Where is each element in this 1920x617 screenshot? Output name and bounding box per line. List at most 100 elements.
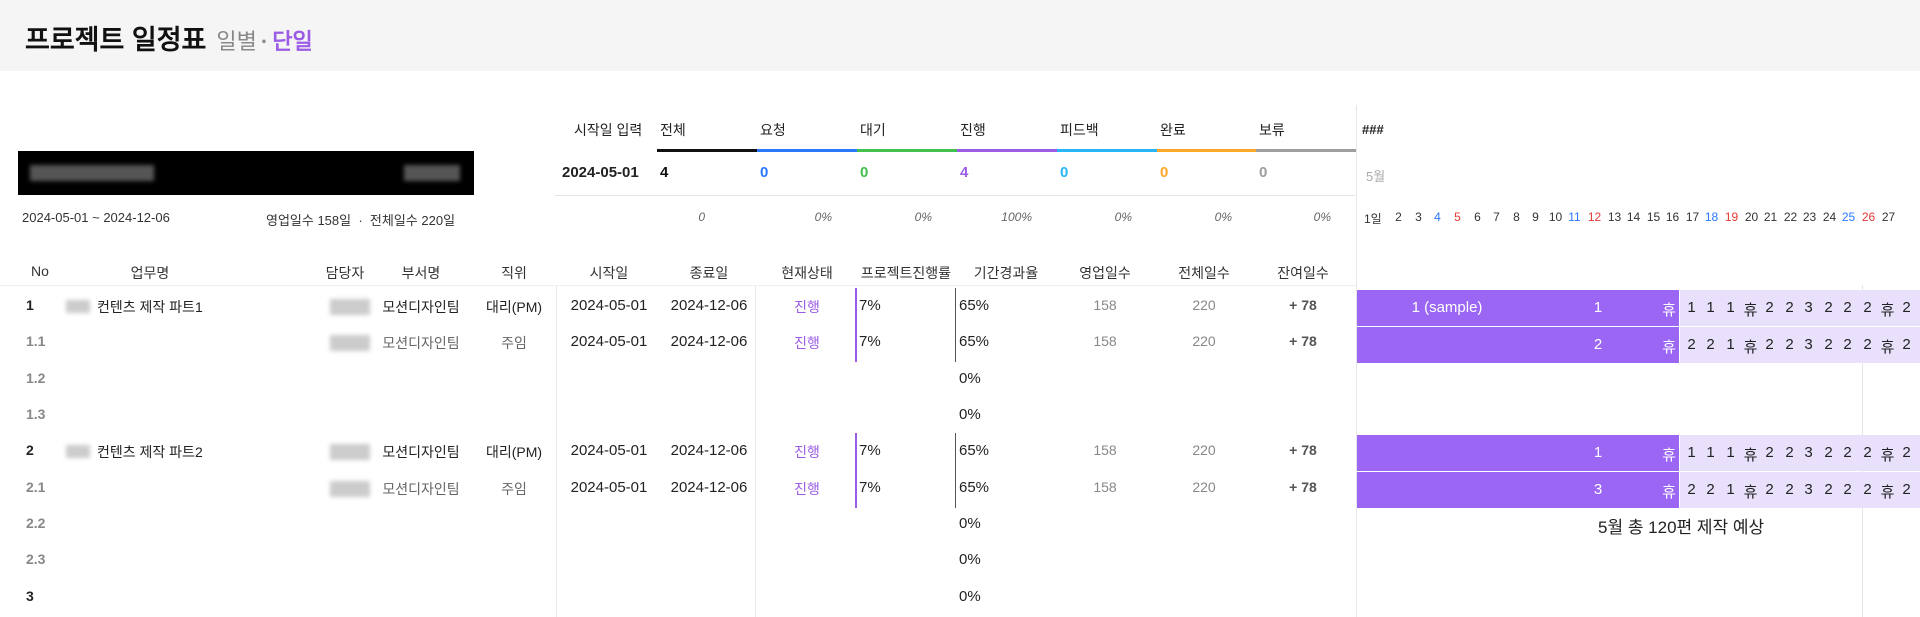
- gantt-bar[interactable]: [1357, 327, 1538, 363]
- gantt-day-cell: 2: [1863, 444, 1872, 461]
- day-number: 25: [1841, 210, 1856, 224]
- gantt-bar[interactable]: [1537, 472, 1660, 508]
- gantt-bar[interactable]: [1537, 327, 1660, 363]
- gantt-day-cell: 2: [1687, 336, 1696, 353]
- business-days-summary: 영업일수 158일 · 전체일수 220일: [266, 210, 455, 229]
- position: 대리(PM): [485, 299, 543, 315]
- gantt-bar[interactable]: [1659, 290, 1680, 326]
- day-number: 21: [1763, 210, 1778, 224]
- top-bar: [0, 0, 1920, 71]
- day-number: 16: [1665, 210, 1680, 224]
- elapsed-rate: 0%: [959, 551, 981, 568]
- total-days: 220: [1192, 333, 1216, 349]
- elapsed-rate: 0%: [959, 515, 981, 532]
- elapsed-rate: 0%: [959, 406, 981, 423]
- gantt-day-cell: 1: [1706, 444, 1715, 461]
- status-value-1: 0: [760, 164, 769, 181]
- status-badge[interactable]: 진행: [794, 481, 820, 497]
- task-name[interactable]: 컨텐츠 제작 파트1: [97, 299, 203, 315]
- status-value-3: 4: [960, 164, 969, 181]
- gantt-day-cell: 휴: [1880, 447, 1895, 464]
- gantt-bar[interactable]: [1659, 435, 1680, 471]
- day-number: 4: [1434, 210, 1441, 224]
- start-date[interactable]: 2024-05-01: [570, 297, 648, 314]
- gantt-day-cell: 2: [1863, 481, 1872, 498]
- status-underline-4: [1057, 149, 1157, 152]
- gantt-day-cell: 1: [1687, 444, 1696, 461]
- gantt-day-cell: 2: [1843, 299, 1852, 316]
- gantt-day-cell: 2: [1687, 481, 1696, 498]
- business-days: 158: [1093, 333, 1117, 349]
- elapsed-rate: 65%: [959, 479, 990, 496]
- status-value-5: 0: [1160, 164, 1169, 181]
- status-pct-1: 0%: [814, 210, 832, 224]
- start-date[interactable]: 2024-05-01: [570, 333, 648, 350]
- gantt-day-cell: 1: [1726, 299, 1735, 316]
- project-progress: 7%: [859, 479, 881, 496]
- position: 주임: [501, 335, 527, 351]
- gantt-cell: 휴: [1662, 484, 1676, 501]
- column-header: 현재상태: [781, 265, 833, 281]
- elapsed-rate: 0%: [959, 370, 981, 387]
- gantt-bar[interactable]: [1357, 435, 1538, 471]
- department: 모션디자인팀: [382, 444, 460, 460]
- row-number: 3: [26, 588, 34, 604]
- project-progress: 7%: [859, 333, 881, 350]
- row-number: 1.1: [26, 333, 46, 349]
- day-number: 1일: [1364, 212, 1382, 226]
- column-header: 업무명: [130, 265, 170, 281]
- gantt-cell: 휴: [1662, 339, 1676, 356]
- gantt-bar[interactable]: [1659, 472, 1680, 508]
- column-header: 담당자: [325, 265, 365, 281]
- status-pct-6: 0%: [1313, 210, 1331, 224]
- status-label-2: 대기: [860, 122, 886, 138]
- start-date[interactable]: 2024-05-01: [570, 442, 648, 459]
- status-underline-6: [1256, 149, 1356, 152]
- end-date[interactable]: 2024-12-06: [670, 297, 748, 314]
- remaining-days: + 78: [1289, 297, 1317, 313]
- column-header: 기간경과율: [973, 265, 1039, 281]
- status-badge[interactable]: 진행: [794, 335, 820, 351]
- status-badge[interactable]: 진행: [794, 299, 820, 315]
- status-pct-4: 0%: [1114, 210, 1132, 224]
- gantt-bar[interactable]: [1357, 472, 1538, 508]
- gantt-day-cell: 휴: [1743, 339, 1758, 356]
- page-title: 프로젝트 일정표 일별 · 단일: [25, 18, 313, 57]
- gantt-hash: ###: [1362, 122, 1384, 137]
- end-date[interactable]: 2024-12-06: [670, 442, 748, 459]
- day-number: 11: [1568, 210, 1581, 224]
- gantt-cell: 3: [1593, 481, 1603, 498]
- gantt-day-cell: 2: [1843, 481, 1852, 498]
- task-name[interactable]: 컨텐츠 제작 파트2: [97, 444, 203, 460]
- status-label-1: 요청: [760, 122, 786, 138]
- blurred-assignee: [330, 335, 370, 351]
- row-number: 2.1: [26, 479, 46, 495]
- gantt-bar[interactable]: [1659, 327, 1680, 363]
- gantt-day-cell: 휴: [1880, 302, 1895, 319]
- end-date[interactable]: 2024-12-06: [670, 479, 748, 496]
- gantt-cell: 1 (sample): [1411, 299, 1483, 316]
- gantt-bar[interactable]: [1537, 435, 1660, 471]
- gantt-bar[interactable]: [1357, 290, 1538, 326]
- status-underline-3: [957, 149, 1057, 152]
- day-number: 3: [1415, 210, 1422, 224]
- gantt-day-cell: 1: [1726, 481, 1735, 498]
- gantt-day-cell: 2: [1824, 444, 1833, 461]
- gantt-bar-light: [1680, 472, 1920, 508]
- view-mode-daily[interactable]: 일별: [216, 29, 257, 54]
- gantt-day-cell: 1: [1726, 444, 1735, 461]
- gantt-day-cell: 3: [1804, 299, 1813, 316]
- end-date[interactable]: 2024-12-06: [670, 333, 748, 350]
- gantt-day-cell: 2: [1843, 336, 1852, 353]
- table-row: 2.2 0%: [0, 515, 1356, 535]
- start-date[interactable]: 2024-05-01: [570, 479, 648, 496]
- status-pct-0: 0: [698, 210, 705, 224]
- elapsed-bar: [955, 433, 956, 471]
- status-badge[interactable]: 진행: [794, 444, 820, 460]
- gantt-day-cell: 휴: [1743, 484, 1758, 501]
- column-divider: [755, 285, 756, 617]
- start-date-input[interactable]: 2024-05-01: [562, 164, 639, 181]
- day-number: 6: [1474, 210, 1481, 224]
- department: 모션디자인팀: [382, 335, 460, 351]
- view-mode-single[interactable]: 단일: [272, 29, 313, 54]
